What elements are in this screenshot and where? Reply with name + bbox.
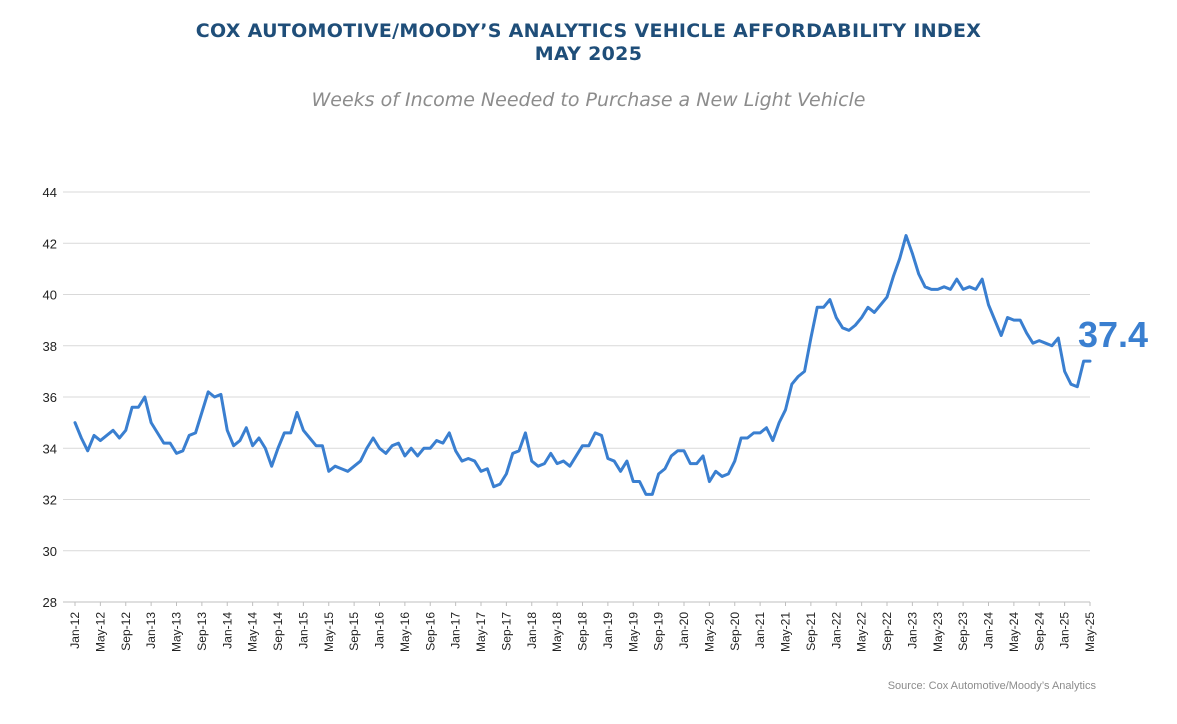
y-tick-label: 40 (43, 288, 57, 303)
x-tick-label: Sep-15 (347, 612, 361, 651)
x-tick-label: May-16 (398, 612, 412, 652)
x-tick-label: May-20 (702, 612, 716, 652)
y-tick-label: 34 (43, 441, 57, 456)
x-tick-label: Jan-19 (601, 612, 615, 649)
x-tick-label: May-15 (322, 612, 336, 652)
x-tick-label: Jan-22 (829, 612, 843, 649)
x-tick-label: May-21 (779, 612, 793, 652)
x-tick-label: May-14 (246, 612, 260, 652)
source-note: Source: Cox Automotive/Moody’s Analytics (887, 680, 1096, 692)
x-tick-label: Jan-14 (220, 612, 234, 649)
x-tick-label: Jan-12 (68, 612, 82, 649)
x-tick-label: Sep-21 (804, 612, 818, 651)
x-tick-label: Sep-14 (271, 612, 285, 651)
x-tick-label: Sep-17 (499, 612, 513, 651)
x-tick-label: Sep-20 (728, 612, 742, 651)
x-tick-label: May-19 (626, 612, 640, 652)
x-tick-label: Jan-13 (144, 612, 158, 649)
x-tick-label: May-23 (931, 612, 945, 652)
x-tick-label: Jan-21 (753, 612, 767, 649)
x-tick-label: Sep-22 (880, 612, 894, 651)
x-tick-label: Jan-17 (449, 612, 463, 649)
x-tick-label: Jan-18 (525, 612, 539, 649)
series-line-weeks-of-income (73, 234, 1092, 496)
y-tick-label: 32 (43, 493, 57, 508)
y-tick-label: 42 (43, 236, 57, 251)
y-tick-label: 36 (43, 390, 57, 405)
y-axis: 28 30 32 34 36 38 40 42 44 (43, 185, 57, 610)
latest-value-callout: 37.4 (1078, 314, 1149, 355)
x-tick-label: Jan-15 (296, 612, 310, 649)
gridlines (63, 191, 1090, 603)
x-tick-label: Sep-12 (119, 612, 133, 651)
y-tick-label: 38 (43, 339, 57, 354)
x-tick-label: Sep-24 (1032, 612, 1046, 651)
x-tick-label: Sep-23 (956, 612, 970, 651)
y-tick-label: 28 (43, 595, 57, 610)
x-tick-label: May-18 (550, 612, 564, 652)
x-tick-label: Jan-24 (982, 612, 996, 649)
x-axis: Jan-12 May-12 Sep-12 Jan-13 May-13 Sep-13 Jan-… (68, 602, 1097, 652)
x-tick-label: Sep-16 (423, 612, 437, 651)
y-tick-label: 44 (43, 185, 57, 200)
x-tick-label: Sep-19 (652, 612, 666, 651)
x-tick-label: Sep-13 (195, 612, 209, 651)
x-tick-label: Jan-23 (905, 612, 919, 649)
y-tick-label: 30 (43, 544, 57, 559)
x-tick-label: Jan-25 (1058, 612, 1072, 649)
x-tick-label: Jan-20 (677, 612, 691, 649)
x-tick-label: May-22 (855, 612, 869, 652)
chart-title: COX AUTOMOTIVE/MOODY’S ANALYTICS VEHICLE… (195, 20, 982, 42)
x-tick-label: Jan-16 (373, 612, 387, 649)
chart-subtitle: Weeks of Income Needed to Purchase a New… (311, 89, 866, 111)
x-tick-label: May-12 (93, 612, 107, 652)
x-tick-label: May-24 (1007, 612, 1021, 652)
x-tick-label: Sep-18 (576, 612, 590, 651)
series-group (73, 234, 1092, 496)
x-tick-label: May-17 (474, 612, 488, 652)
x-tick-label: May-13 (170, 612, 184, 652)
x-tick-label: May-25 (1083, 612, 1097, 652)
chart-title-date: MAY 2025 (534, 43, 643, 65)
